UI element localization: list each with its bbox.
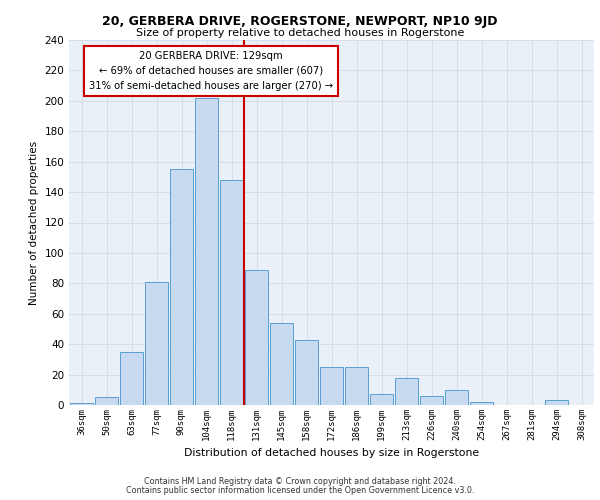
Bar xyxy=(470,402,493,405)
Text: Size of property relative to detached houses in Rogerstone: Size of property relative to detached ho… xyxy=(136,28,464,38)
Bar xyxy=(445,390,469,405)
Bar xyxy=(269,323,293,405)
Bar xyxy=(419,396,443,405)
Text: Contains public sector information licensed under the Open Government Licence v3: Contains public sector information licen… xyxy=(126,486,474,495)
Text: Contains HM Land Registry data © Crown copyright and database right 2024.: Contains HM Land Registry data © Crown c… xyxy=(144,477,456,486)
Bar xyxy=(194,98,218,405)
Bar xyxy=(295,340,319,405)
X-axis label: Distribution of detached houses by size in Rogerstone: Distribution of detached houses by size … xyxy=(184,448,479,458)
Bar xyxy=(220,180,244,405)
Text: 20 GERBERA DRIVE: 129sqm
← 69% of detached houses are smaller (607)
31% of semi-: 20 GERBERA DRIVE: 129sqm ← 69% of detach… xyxy=(89,51,333,90)
Bar xyxy=(145,282,169,405)
Bar xyxy=(344,367,368,405)
Bar xyxy=(370,394,394,405)
Bar xyxy=(95,398,118,405)
Bar xyxy=(170,170,193,405)
Bar xyxy=(395,378,418,405)
Bar xyxy=(320,367,343,405)
Bar xyxy=(245,270,268,405)
Bar xyxy=(70,404,94,405)
Text: 20, GERBERA DRIVE, ROGERSTONE, NEWPORT, NP10 9JD: 20, GERBERA DRIVE, ROGERSTONE, NEWPORT, … xyxy=(102,15,498,28)
Bar xyxy=(545,400,568,405)
Bar xyxy=(119,352,143,405)
Y-axis label: Number of detached properties: Number of detached properties xyxy=(29,140,39,304)
